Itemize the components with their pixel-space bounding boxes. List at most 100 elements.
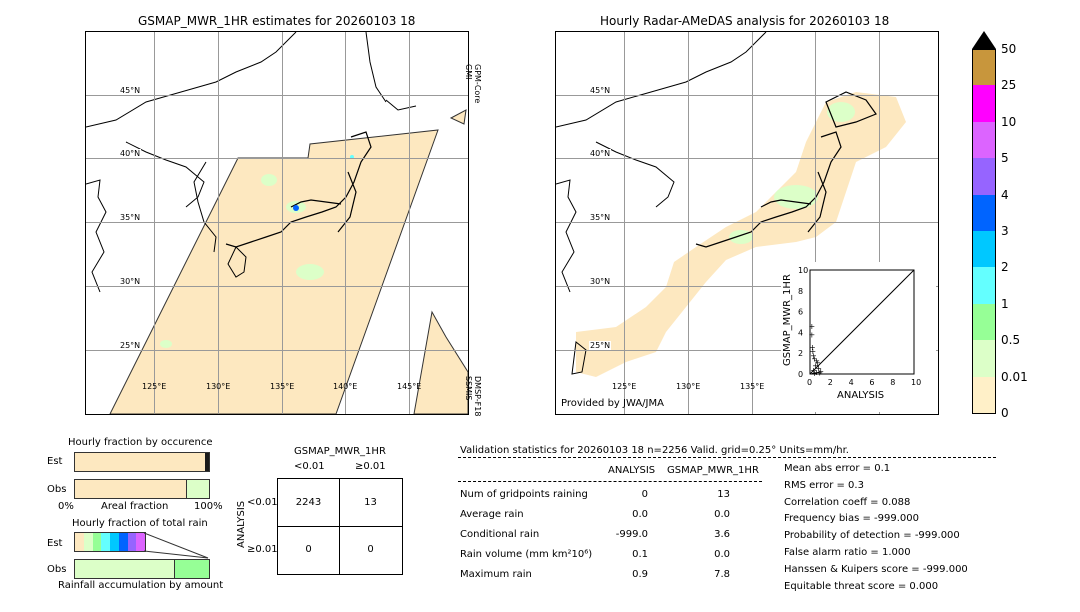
left-side-top-label: GPM-Core GMI	[464, 64, 482, 104]
validation-row-gsmap: 13	[717, 489, 730, 500]
colorbar-label: 5	[1001, 151, 1009, 166]
colorbar-swatch	[972, 231, 996, 268]
scatter-point: +	[809, 343, 816, 352]
left-lat-45: 45°N	[119, 86, 142, 95]
validation-col-gsmap: GSMAP_MWR_1HR	[667, 465, 759, 476]
left-map-panel: 45°N 40°N 35°N 30°N 25°N 125°E 130°E 135…	[85, 31, 469, 415]
scatter-ylabel: GSMAP_MWR_1HR	[782, 274, 793, 366]
coastline-asia-right	[556, 32, 767, 375]
total-title: Hourly fraction of total rain	[72, 518, 208, 529]
scatter-ytick: 8	[798, 287, 803, 296]
contingency-cell-12: 13	[364, 497, 377, 508]
colorbar-swatch	[972, 376, 996, 414]
scatter-point: +	[811, 354, 818, 363]
colorbar-extend-arrow	[972, 31, 996, 49]
occurrence-axis-mid: Areal fraction	[101, 501, 169, 512]
colorbar-swatch	[972, 85, 996, 122]
scatter-point: +	[812, 362, 819, 371]
left-lon-130: 130°E	[206, 382, 231, 391]
scatter-xtick: 10	[911, 378, 921, 387]
validation-score: RMS error = 0.3	[784, 479, 864, 491]
left-lat-40: 40°N	[119, 149, 142, 158]
validation-row-gsmap: 7.8	[714, 569, 730, 580]
colorbar-swatch	[972, 49, 996, 87]
scatter-xtick: 6	[869, 378, 874, 387]
scatter-point: +	[817, 367, 824, 376]
scatter-point: +	[810, 347, 817, 356]
colorbar-swatch	[972, 194, 996, 231]
validation-score: False alarm ratio = 1.000	[784, 547, 911, 558]
validation-row-analysis: 0	[641, 489, 648, 500]
validation-score: Probability of detection = -999.000	[784, 530, 960, 542]
left-map-title: GSMAP_MWR_1HR estimates for 20260103 18	[138, 14, 416, 28]
validation-header: Validation statistics for 20260103 18 n=…	[460, 445, 849, 456]
contingency-row-1: <0.01	[247, 497, 278, 508]
total-est-label: Est	[47, 538, 63, 549]
left-lat-35: 35°N	[119, 213, 142, 222]
validation-score: Correlation coeff = 0.088	[784, 496, 911, 508]
left-lon-125: 125°E	[142, 382, 167, 391]
data-credit: Provided by JWA/JMA	[561, 398, 664, 409]
occurrence-axis-right: 100%	[194, 501, 223, 512]
colorbar-label: 0.5	[1001, 333, 1021, 348]
colorbar-label: 50	[1001, 42, 1017, 56]
occurrence-est-label: Est	[47, 456, 63, 467]
total-axis-caption: Rainfall accumulation by amount	[58, 580, 224, 591]
validation-col-analysis: ANALYSIS	[608, 465, 656, 476]
validation-divider-table	[458, 481, 762, 482]
coastline-kyushu	[227, 246, 247, 278]
total-obs-bar	[74, 559, 210, 579]
occurrence-est-bar	[74, 452, 210, 472]
contingency-title: GSMAP_MWR_1HR	[294, 446, 386, 457]
contingency-row-2: ≥0.01	[247, 544, 278, 555]
right-lat-40: 40°N	[589, 149, 612, 158]
coastline-japan-right	[695, 91, 877, 248]
occurrence-obs-label: Obs	[47, 484, 67, 495]
colorbar-label: 4	[1001, 187, 1009, 202]
scatter-point: +	[809, 322, 816, 331]
contingency-table: 2243 13 0 0	[277, 478, 403, 575]
right-lat-35: 35°N	[589, 213, 612, 222]
validation-row-label: Average rain	[460, 509, 524, 520]
scatter-xtick: 2	[828, 378, 833, 387]
validation-row-gsmap: 0.0	[714, 549, 730, 560]
colorbar-label: 0	[1001, 406, 1009, 420]
scatter-point: +	[813, 356, 820, 365]
scatter-point: +	[815, 364, 822, 373]
coastline-japan	[225, 131, 372, 248]
scatter-inset: + + + + + + + + + + + + + + + 0 2 4 6 8 10 0 2 4 6 8 10 ANALYSIS…	[780, 262, 930, 412]
validation-row-label: Rain volume (mm km²10⁶)	[460, 549, 593, 560]
swath-corner	[449, 109, 467, 125]
occurrence-obs-bar	[74, 479, 210, 499]
total-est-bar	[74, 532, 146, 552]
left-lon-145: 145°E	[397, 382, 422, 391]
validation-score: Equitable threat score = 0.000	[784, 580, 939, 592]
swath-area-east	[413, 310, 468, 414]
contingency-cell-22: 0	[367, 544, 374, 555]
left-lat-30: 30°N	[119, 277, 142, 286]
validation-row-label: Maximum rain	[460, 569, 532, 580]
colorbar-label: 10	[1001, 114, 1017, 129]
left-lat-25: 25°N	[119, 341, 142, 350]
scatter-xtick: 4	[849, 378, 854, 387]
validation-row-analysis: 0.0	[632, 509, 648, 520]
left-lon-140: 140°E	[333, 382, 358, 391]
scatter-point: +	[816, 368, 823, 377]
validation-score: Hanssen & Kuipers score = -999.000	[784, 563, 968, 575]
left-lon-135: 135°E	[270, 382, 295, 391]
scatter-ytick: 0	[798, 370, 803, 379]
scatter-point: +	[811, 369, 818, 378]
scatter-xlabel: ANALYSIS	[837, 390, 885, 401]
contingency-cell-21: 0	[305, 544, 312, 555]
colorbar-swatch	[972, 267, 996, 304]
validation-score: Frequency bias = -999.000	[784, 513, 919, 525]
right-lon-130: 130°E	[676, 382, 701, 391]
scatter-point: +	[810, 366, 817, 375]
scatter-ytick: 2	[798, 349, 803, 358]
right-map-svg	[556, 32, 906, 377]
validation-score: Mean abs error = 0.1	[784, 463, 891, 474]
scatter-point: +	[809, 330, 816, 339]
scatter-ytick: 10	[798, 266, 808, 275]
scatter-xtick: 0	[807, 378, 812, 387]
validation-row-gsmap: 0.0	[714, 509, 730, 520]
